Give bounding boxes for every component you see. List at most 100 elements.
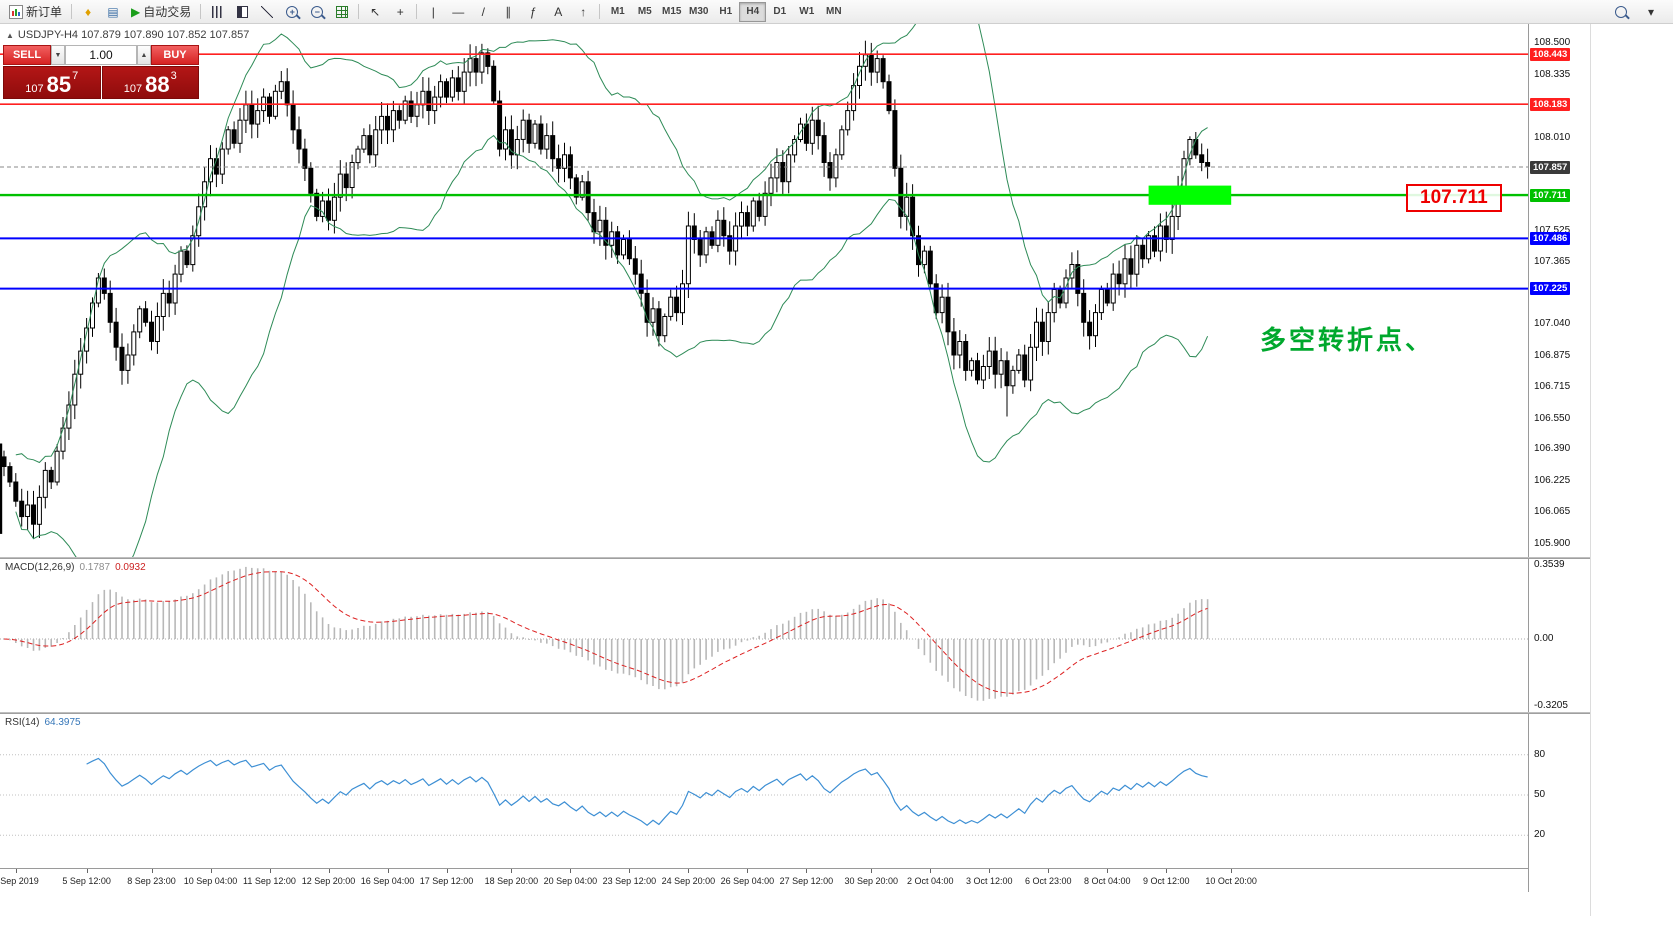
price-axis[interactable]: 108.500108.335108.170108.010107.850107.6…	[1529, 24, 1590, 892]
time-tick	[511, 869, 513, 873]
price-badge-107.857: 107.857	[1530, 160, 1571, 174]
timeframe-m1[interactable]: M1	[610, 6, 625, 17]
macd-panel[interactable]	[0, 559, 1528, 712]
bid-price[interactable]: 107 85 7	[3, 66, 101, 99]
panel-divider[interactable]	[0, 557, 1590, 559]
price-tick: 108.335	[1534, 69, 1571, 80]
zoom-out-button[interactable]: −	[305, 1, 329, 23]
price-level-callout[interactable]: 107.711	[1406, 184, 1502, 212]
buy-button[interactable]: BUY	[151, 45, 199, 65]
bid-pipette: 7	[72, 70, 79, 82]
price-tick: 106.550	[1534, 412, 1571, 424]
time-label: 2 Oct 04:00	[907, 876, 954, 886]
trendline-button[interactable]: /	[471, 1, 495, 23]
fibonacci-button[interactable]: ƒ	[521, 1, 545, 23]
toolbar-separator	[71, 4, 73, 19]
timeframe-mn[interactable]: MN	[825, 6, 842, 17]
ask-prefix: 107	[123, 82, 143, 95]
timeframe-m30[interactable]: M30	[689, 6, 709, 17]
time-label: 18 Sep 20:00	[484, 876, 539, 886]
time-label: 4 Sep 2019	[0, 876, 39, 886]
arrows-tool-button[interactable]: ↑	[571, 1, 595, 23]
crosshair-button[interactable]: +	[388, 1, 412, 23]
time-label: 24 Sep 20:00	[661, 876, 716, 886]
vertical-line-button[interactable]: |	[421, 1, 445, 23]
main-price-chart[interactable]	[0, 24, 1528, 557]
chart-annotation-text: 多空转折点、	[1260, 325, 1435, 355]
horizontal-line-button[interactable]: —	[446, 1, 470, 23]
time-label: 30 Sep 20:00	[844, 876, 899, 886]
toolbar: 新订单 ♦ ▤ ▶ 自动交易 + − ↖ + | — / ∥ ƒ A ↑ M1 M…	[0, 0, 1673, 24]
cursor-button[interactable]: ↖	[363, 1, 387, 23]
time-tick	[269, 869, 271, 873]
candlestick-chart-button[interactable]	[230, 1, 254, 23]
timeframe-m5[interactable]: M5	[637, 6, 652, 17]
price-tick: 106.065	[1534, 505, 1571, 517]
new-order-button[interactable]: 新订单	[4, 1, 67, 23]
rsi-value: 64.3975	[44, 717, 81, 728]
market-watch-icon: ▤	[107, 4, 119, 19]
market-watch-button[interactable]: ▤	[101, 1, 125, 23]
search-icon	[1615, 5, 1627, 18]
trade-panel-prices: 107 85 7 107 88 3	[3, 66, 199, 99]
volume-down-button[interactable]: ▼	[51, 45, 65, 65]
zoom-in-icon: +	[286, 5, 299, 18]
time-tick	[15, 869, 17, 873]
profiles-button[interactable]: ♦	[76, 1, 100, 23]
time-label: 16 Sep 04:00	[360, 876, 415, 886]
trade-panel-controls: SELL ▼ 1.00 ▲ BUY	[3, 45, 199, 65]
window-right-border	[1590, 24, 1591, 916]
sell-button[interactable]: SELL	[3, 45, 51, 65]
volume-up-button[interactable]: ▲	[137, 45, 151, 65]
time-tick	[86, 869, 88, 873]
toolbar-separator	[599, 4, 601, 19]
timeframe-w1[interactable]: W1	[799, 6, 815, 17]
zoom-in-button[interactable]: +	[280, 1, 304, 23]
time-tick	[930, 869, 932, 873]
toolbar-right: ▾	[1609, 1, 1669, 23]
ask-price[interactable]: 107 88 3	[101, 66, 199, 99]
time-label: 3 Oct 12:00	[966, 876, 1013, 886]
arrows-tool-icon: ↑	[580, 4, 587, 19]
time-tick	[1231, 869, 1233, 873]
channel-button[interactable]: ∥	[496, 1, 520, 23]
time-label: 9 Oct 12:00	[1143, 876, 1190, 886]
bar-chart-button[interactable]	[205, 1, 229, 23]
rsi-name: RSI(14)	[5, 717, 40, 728]
macd-signal-value: 0.0932	[115, 562, 146, 573]
price-badge-107.486: 107.486	[1530, 231, 1571, 245]
time-tick	[446, 869, 448, 873]
time-tick	[210, 869, 212, 873]
panel-divider[interactable]	[0, 712, 1590, 714]
time-tick	[989, 869, 991, 873]
timeframe-d1[interactable]: D1	[773, 6, 787, 17]
toolbar-overflow-button[interactable]: ▾	[1639, 1, 1663, 23]
line-chart-button[interactable]	[255, 1, 279, 23]
vertical-line-icon: |	[431, 4, 435, 19]
time-tick	[1048, 869, 1050, 873]
price-badge-107.711: 107.711	[1530, 188, 1570, 202]
tile-windows-button[interactable]	[330, 1, 354, 23]
new-order-icon	[9, 4, 23, 19]
timeframe-h1[interactable]: H1	[719, 6, 733, 17]
text-tool-button[interactable]: A	[546, 1, 570, 23]
toolbar-separator	[358, 4, 360, 19]
rsi-label: RSI(14) 64.3975	[5, 717, 81, 728]
search-button[interactable]	[1609, 1, 1633, 23]
zoom-out-icon: −	[311, 5, 324, 18]
play-icon: ▶	[131, 4, 141, 19]
line-chart-icon	[261, 5, 274, 18]
rsi-panel[interactable]	[0, 714, 1528, 868]
auto-trading-button[interactable]: ▶ 自动交易	[126, 1, 196, 23]
time-axis[interactable]: 4 Sep 2019 5 Sep 12:00 8 Sep 23:00 10 Sep 0…	[0, 868, 1590, 893]
timeframe-group: M1 M5 M15 M30 H1 H4 D1 W1 MN	[604, 1, 847, 22]
time-label: 10 Oct 20:00	[1205, 876, 1257, 886]
toolbar-separator	[200, 4, 202, 19]
timeframe-h4[interactable]: H4	[739, 1, 767, 22]
price-axis-border	[1528, 24, 1529, 892]
timeframe-m15[interactable]: M15	[662, 6, 682, 17]
macd-scale-label: -0.3205	[1534, 700, 1568, 711]
panel-toggle-icon[interactable]: ▲	[6, 31, 14, 40]
profiles-icon: ♦	[84, 4, 92, 19]
volume-input[interactable]: 1.00	[65, 45, 137, 65]
